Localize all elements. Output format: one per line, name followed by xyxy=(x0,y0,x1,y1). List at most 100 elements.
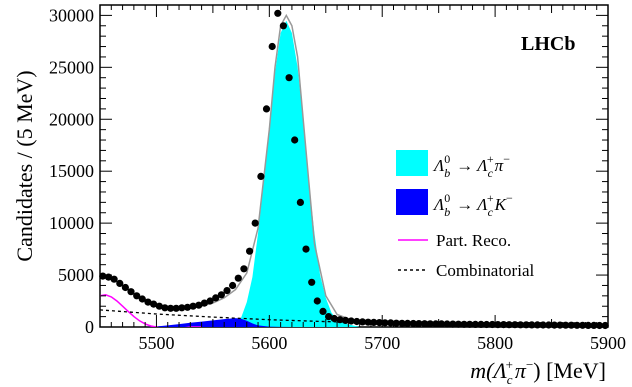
data-point xyxy=(358,318,367,326)
data-point xyxy=(409,319,417,328)
data-point xyxy=(494,321,502,329)
data-point xyxy=(121,283,129,292)
data-point xyxy=(155,302,163,310)
data-point xyxy=(268,42,276,51)
legend-item-partreco: Part. Reco. xyxy=(398,231,511,250)
data-point xyxy=(584,321,592,329)
data-point xyxy=(375,319,383,327)
legend-swatch-misid xyxy=(396,189,428,215)
data-point xyxy=(274,9,282,17)
data-point xyxy=(217,291,225,299)
data-point xyxy=(279,22,287,30)
data-point xyxy=(505,321,513,329)
data-point xyxy=(353,317,361,326)
data-point xyxy=(325,313,333,321)
y-axis-title: Candidates / (5 MeV) xyxy=(12,70,37,261)
y-tick-label: 0 xyxy=(85,317,94,337)
data-point xyxy=(488,320,496,329)
data-point xyxy=(212,294,220,302)
data-point xyxy=(415,320,423,328)
data-point xyxy=(449,320,457,328)
data-point xyxy=(234,274,242,282)
legend-label-partreco: Part. Reco. xyxy=(436,231,511,250)
data-point xyxy=(511,321,519,329)
data-point xyxy=(189,302,197,310)
legend-swatch-signal xyxy=(396,150,428,176)
x-tick-label: 5800 xyxy=(477,333,513,353)
data-point xyxy=(200,299,208,307)
data-point xyxy=(483,320,491,329)
data-point xyxy=(127,288,135,296)
legend: Λb0 → Λc+π− Λb0 → Λc+K− Part. Reco. Combinat… xyxy=(396,150,534,280)
data-point xyxy=(398,319,406,327)
data-point xyxy=(296,198,304,206)
data-point xyxy=(421,320,429,328)
data-point xyxy=(223,287,231,295)
data-point xyxy=(240,265,248,273)
data-point xyxy=(172,304,180,312)
data-point xyxy=(539,321,547,329)
data-point xyxy=(229,281,237,290)
data-point xyxy=(206,297,214,305)
data-point xyxy=(285,74,293,82)
data-point xyxy=(590,321,598,329)
x-tick-label: 5500 xyxy=(138,333,174,353)
legend-item-combinatorial: Combinatorial xyxy=(398,261,534,280)
data-point xyxy=(477,320,485,328)
data-point xyxy=(567,321,575,329)
data-point xyxy=(110,275,118,283)
data-point xyxy=(291,136,299,144)
data-point xyxy=(319,307,327,315)
y-tick-label: 10000 xyxy=(49,213,94,233)
data-point xyxy=(150,300,158,308)
misid-area xyxy=(145,318,292,327)
legend-label-signal: Λb0 → Λc+π− xyxy=(432,152,510,180)
data-point xyxy=(528,321,536,329)
x-tick-label: 5600 xyxy=(251,333,287,353)
fit-components xyxy=(145,20,360,327)
data-point xyxy=(522,321,530,329)
data-point xyxy=(330,314,338,323)
data-point xyxy=(195,301,203,309)
data-point xyxy=(167,304,175,312)
y-tick-label: 15000 xyxy=(49,161,94,181)
data-point xyxy=(533,321,542,329)
data-point xyxy=(251,219,259,227)
y-tick-label: 25000 xyxy=(49,57,94,77)
data-point xyxy=(387,319,395,327)
data-point xyxy=(341,316,350,324)
data-point xyxy=(99,272,107,280)
data-point xyxy=(370,318,378,326)
data-point xyxy=(178,304,186,312)
data-point xyxy=(432,320,440,328)
x-tick-label: 5900 xyxy=(590,333,626,353)
data-point xyxy=(550,321,559,329)
data-point xyxy=(573,321,581,329)
experiment-label: LHCb xyxy=(521,33,575,55)
data-point xyxy=(381,319,389,327)
data-point xyxy=(579,321,587,329)
partreco-line xyxy=(100,294,202,327)
y-tick-label: 20000 xyxy=(49,109,94,129)
data-point xyxy=(466,320,474,328)
y-tick-label: 5000 xyxy=(58,265,94,285)
data-point xyxy=(246,247,254,255)
data-point xyxy=(562,321,570,329)
legend-item-misid: Λb0 → Λc+K− xyxy=(396,189,513,219)
legend-label-misid: Λb0 → Λc+K− xyxy=(432,191,513,219)
data-point xyxy=(257,172,265,180)
y-axis: 0 5000 10000 15000 20000 25000 30000 xyxy=(49,4,608,337)
data-point xyxy=(392,319,400,327)
data-point xyxy=(364,318,372,326)
data-point xyxy=(161,304,169,312)
data-point xyxy=(426,320,434,328)
data-point xyxy=(262,105,271,113)
data-point xyxy=(556,321,564,329)
data-point xyxy=(133,292,141,300)
data-point xyxy=(308,278,316,286)
data-point xyxy=(336,316,344,324)
data-points xyxy=(99,9,609,330)
data-point xyxy=(437,320,446,328)
x-axis-title: m(Λc+π−) [MeV] xyxy=(470,357,606,387)
